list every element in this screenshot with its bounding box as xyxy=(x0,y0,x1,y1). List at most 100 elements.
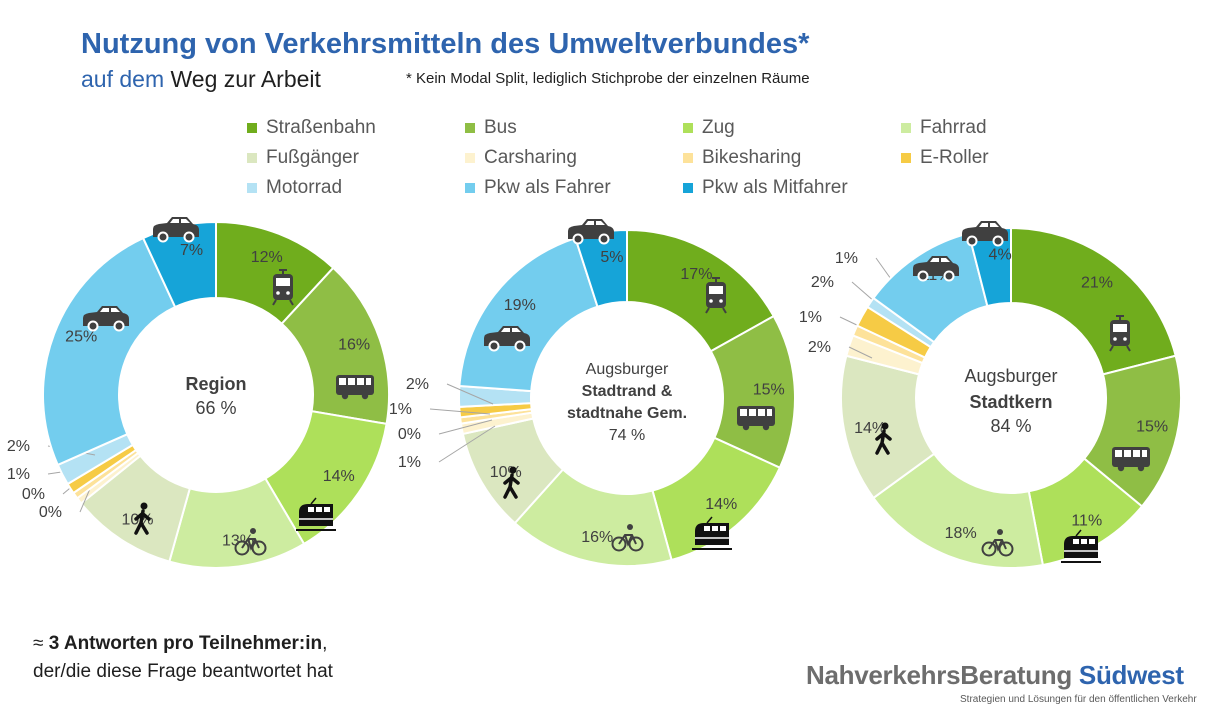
tram-icon xyxy=(272,269,294,306)
legend-label: Straßenbahn xyxy=(266,117,376,138)
legend-swatch xyxy=(465,153,475,163)
data-label: 1% xyxy=(389,401,412,418)
legend-swatch xyxy=(901,153,911,163)
legend-label: Pkw als Fahrer xyxy=(484,177,611,198)
legend-swatch xyxy=(465,183,475,193)
legend-item: Pkw als Fahrer xyxy=(465,177,683,199)
data-label: 15% xyxy=(753,381,785,398)
legend-swatch xyxy=(247,153,257,163)
legend-label: Motorrad xyxy=(266,177,343,198)
data-label: 21% xyxy=(1081,274,1113,291)
data-label: 16% xyxy=(338,337,370,354)
legend-item: E-Roller xyxy=(901,147,1081,169)
data-label: 4% xyxy=(989,246,1012,263)
chart-title: Nutzung von Verkehrsmitteln des Umweltve… xyxy=(81,28,810,60)
donut-slice-pkw-als-fahrer xyxy=(42,236,177,467)
data-label: 7% xyxy=(180,242,203,259)
center-label: Stadtkern xyxy=(969,392,1052,412)
donut-chart-stadtkern: 21%15%11%18%14%2%1%2%1%11%4%AugsburgerSt… xyxy=(799,226,1183,569)
legend-label: Fußgänger xyxy=(266,147,359,168)
data-label: 0% xyxy=(398,426,421,443)
data-label: 1% xyxy=(7,466,30,483)
data-label: 0% xyxy=(22,486,45,503)
subtitle-main: Weg zur Arbeit xyxy=(170,66,321,92)
legend-item: Fahrrad xyxy=(901,117,1081,139)
leader-line xyxy=(446,383,494,405)
logo-part2: Südwest xyxy=(1078,660,1184,690)
response-note: ≈ 3 Antworten pro Teilnehmer:in, der/die… xyxy=(33,630,333,686)
legend-item: Pkw als Mitfahrer xyxy=(683,177,901,199)
note-comma: , xyxy=(322,633,328,654)
data-label: 14% xyxy=(323,468,355,485)
data-label: 1% xyxy=(799,309,822,326)
leader-line xyxy=(438,425,496,463)
legend-label: Bikesharing xyxy=(702,147,802,168)
leader-line xyxy=(429,408,491,415)
center-label: Stadtrand & xyxy=(582,383,673,400)
center-label: stadtnahe Gem. xyxy=(567,405,687,422)
legend-item: Motorrad xyxy=(247,177,465,199)
data-label: 17% xyxy=(680,266,712,283)
legend-item: Carsharing xyxy=(465,147,683,169)
data-label: 12% xyxy=(251,249,283,266)
center-value: 74 % xyxy=(609,427,645,444)
subtitle-prefix: auf dem xyxy=(81,66,165,92)
donut-slice-pkw-als-fahrer xyxy=(458,236,599,393)
data-label: 0% xyxy=(39,504,62,521)
note-line-2: der/die diese Frage beantwortet hat xyxy=(33,661,333,682)
data-label: 14% xyxy=(854,420,886,437)
note-line-1: ≈ 3 Antworten pro Teilnehmer:in, xyxy=(33,630,333,658)
legend-label: E-Roller xyxy=(920,147,989,168)
logo-part1: NahverkehrsBeratung xyxy=(806,660,1072,690)
data-label: 15% xyxy=(1136,419,1168,436)
company-logo: NahverkehrsBeratung Südwest xyxy=(806,660,1184,691)
legend-swatch xyxy=(247,183,257,193)
legend-swatch xyxy=(683,183,693,193)
center-value: 84 % xyxy=(990,416,1031,436)
footnote: * Kein Modal Split, lediglich Stichprobe… xyxy=(406,70,810,87)
center-label: Augsburger xyxy=(964,366,1057,386)
data-label: 2% xyxy=(808,339,831,356)
approx-symbol: ≈ xyxy=(33,633,44,654)
legend-swatch xyxy=(683,153,693,163)
legend-item: Bikesharing xyxy=(683,147,901,169)
note-bold: 3 Antworten pro Teilnehmer:in xyxy=(48,633,323,654)
data-label: 5% xyxy=(600,249,623,266)
legend-label: Zug xyxy=(702,117,735,138)
legend: Straßenbahn Bus Zug Fahrrad Fußgänger Ca… xyxy=(247,117,1047,199)
tram-icon xyxy=(705,277,727,314)
data-label: 2% xyxy=(7,438,30,455)
data-label: 14% xyxy=(705,496,737,513)
data-label: 2% xyxy=(406,376,429,393)
data-label: 19% xyxy=(504,297,536,314)
legend-swatch xyxy=(465,123,475,133)
data-label: 16% xyxy=(581,529,613,546)
data-label: 1% xyxy=(835,250,858,267)
legend-item: Fußgänger xyxy=(247,147,465,169)
donut-chart-stadtrand: 17% 15% 14% 16% 10% 1% 0% 1% 2% 19% 5% Augsburger St… xyxy=(389,228,796,567)
data-label: 13% xyxy=(222,532,254,549)
data-label: 2% xyxy=(811,274,834,291)
legend-swatch xyxy=(901,123,911,133)
leader-line xyxy=(848,346,873,359)
tram-icon xyxy=(1109,315,1131,352)
legend-label: Pkw als Mitfahrer xyxy=(702,177,848,198)
donut-slice-straßenbahn xyxy=(1010,226,1177,376)
chart-subtitle: auf dem Weg zur Arbeit xyxy=(81,66,321,93)
legend-item: Zug xyxy=(683,117,901,139)
center-label: Augsburger xyxy=(586,361,669,378)
center-label: Region xyxy=(186,374,247,394)
data-label: 1% xyxy=(398,454,421,471)
center-value: 66 % xyxy=(195,398,236,418)
legend-item: Straßenbahn xyxy=(247,117,465,139)
legend-swatch xyxy=(683,123,693,133)
data-label: 25% xyxy=(65,328,97,345)
data-label: 18% xyxy=(945,525,977,542)
leader-line xyxy=(438,419,493,435)
legend-label: Carsharing xyxy=(484,147,577,168)
legend-label: Bus xyxy=(484,117,517,138)
data-label: 11% xyxy=(1071,512,1102,529)
logo-tagline: Strategien und Lösungen für den öffentli… xyxy=(960,694,1197,705)
